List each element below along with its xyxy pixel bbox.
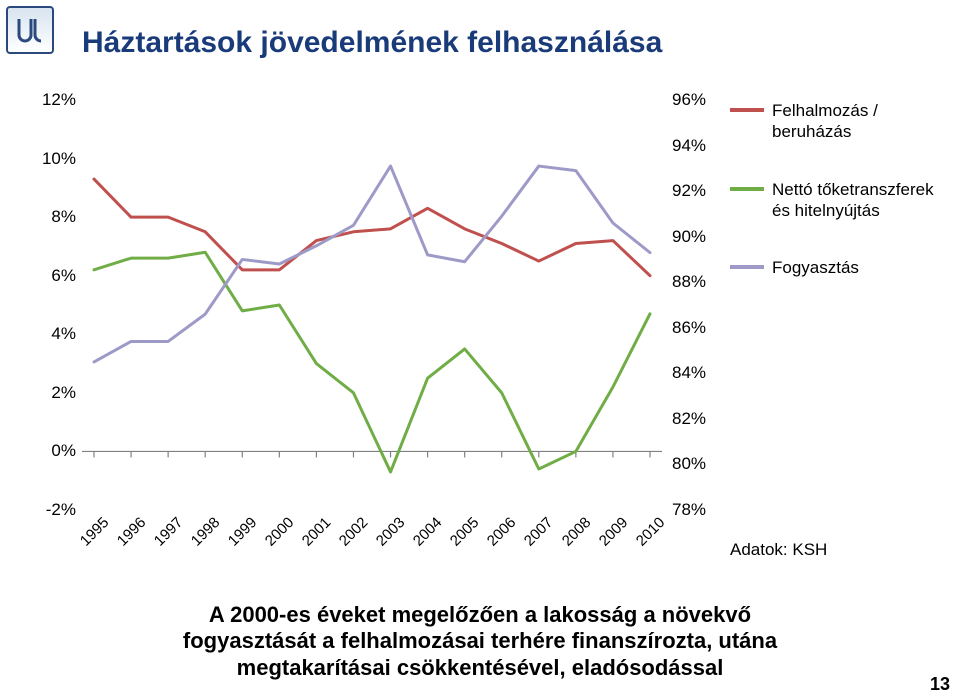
x-tick-label: 2000 xyxy=(262,514,298,550)
legend-item: Nettó tőketranszferek és hitelnyújtás xyxy=(730,179,950,222)
legend-swatch xyxy=(730,108,764,112)
line-chart xyxy=(82,100,662,510)
legend-label: Nettó tőketranszferek és hitelnyújtás xyxy=(772,179,950,222)
y-left-tick: 4% xyxy=(51,324,76,344)
y-left-tick: 0% xyxy=(51,441,76,461)
chart-legend: Felhalmozás / beruházás Nettó tőketranszf… xyxy=(730,100,950,314)
y-left-tick: 6% xyxy=(51,266,76,286)
caption-line: A 2000-es éveket megelőzően a lakosság a… xyxy=(209,602,751,627)
y-right-tick: 94% xyxy=(672,136,706,156)
y-left-tick: -2% xyxy=(46,500,76,520)
y-right-tick: 88% xyxy=(672,272,706,292)
legend-item: Fogyasztás xyxy=(730,257,950,278)
chart-svg xyxy=(82,100,662,510)
legend-label: Felhalmozás / beruházás xyxy=(772,100,950,143)
x-tick-label: 2001 xyxy=(299,514,335,550)
legend-label: Fogyasztás xyxy=(772,257,859,278)
x-tick-label: 2010 xyxy=(632,514,668,550)
y-right-tick: 86% xyxy=(672,318,706,338)
y-right-tick: 92% xyxy=(672,181,706,201)
x-tick-label: 2005 xyxy=(447,514,483,550)
y-right-tick: 78% xyxy=(672,500,706,520)
x-tick-label: 1997 xyxy=(151,514,187,550)
x-tick-label: 2004 xyxy=(410,514,446,550)
y-left-tick: 10% xyxy=(42,149,76,169)
y-right-tick: 96% xyxy=(672,90,706,110)
caption-line: fogyasztását a felhalmozásai terhére fin… xyxy=(183,628,777,653)
y-left-tick: 2% xyxy=(51,383,76,403)
caption-line: megtakarításai csökkentésével, eladósodá… xyxy=(237,655,724,680)
legend-swatch xyxy=(730,187,764,191)
y-left-tick: 12% xyxy=(42,90,76,110)
x-tick-label: 2006 xyxy=(484,514,520,550)
logo-badge xyxy=(6,6,54,54)
y-left-tick: 8% xyxy=(51,207,76,227)
page-number: 13 xyxy=(930,674,950,695)
y-right-tick: 90% xyxy=(672,227,706,247)
y-right-tick: 82% xyxy=(672,409,706,429)
legend-item: Felhalmozás / beruházás xyxy=(730,100,950,143)
slide-caption: A 2000-es éveket megelőzően a lakosság a… xyxy=(0,602,960,681)
x-tick-label: 1996 xyxy=(113,514,149,550)
slide-title: Háztartások jövedelmének felhasználása xyxy=(82,26,662,60)
x-tick-label: 2002 xyxy=(336,514,372,550)
logo-icon xyxy=(15,15,45,45)
x-tick-label: 1995 xyxy=(76,514,112,550)
x-axis-labels: 1995199619971998199920002001200220032004… xyxy=(82,514,662,584)
y-right-tick: 80% xyxy=(672,454,706,474)
legend-swatch xyxy=(730,265,764,269)
y-right-tick: 84% xyxy=(672,363,706,383)
x-tick-label: 2007 xyxy=(521,514,557,550)
x-tick-label: 1998 xyxy=(188,514,224,550)
data-source: Adatok: KSH xyxy=(730,540,827,560)
x-tick-label: 2008 xyxy=(558,514,594,550)
x-tick-label: 2009 xyxy=(595,514,631,550)
x-tick-label: 1999 xyxy=(225,514,261,550)
x-tick-label: 2003 xyxy=(373,514,409,550)
